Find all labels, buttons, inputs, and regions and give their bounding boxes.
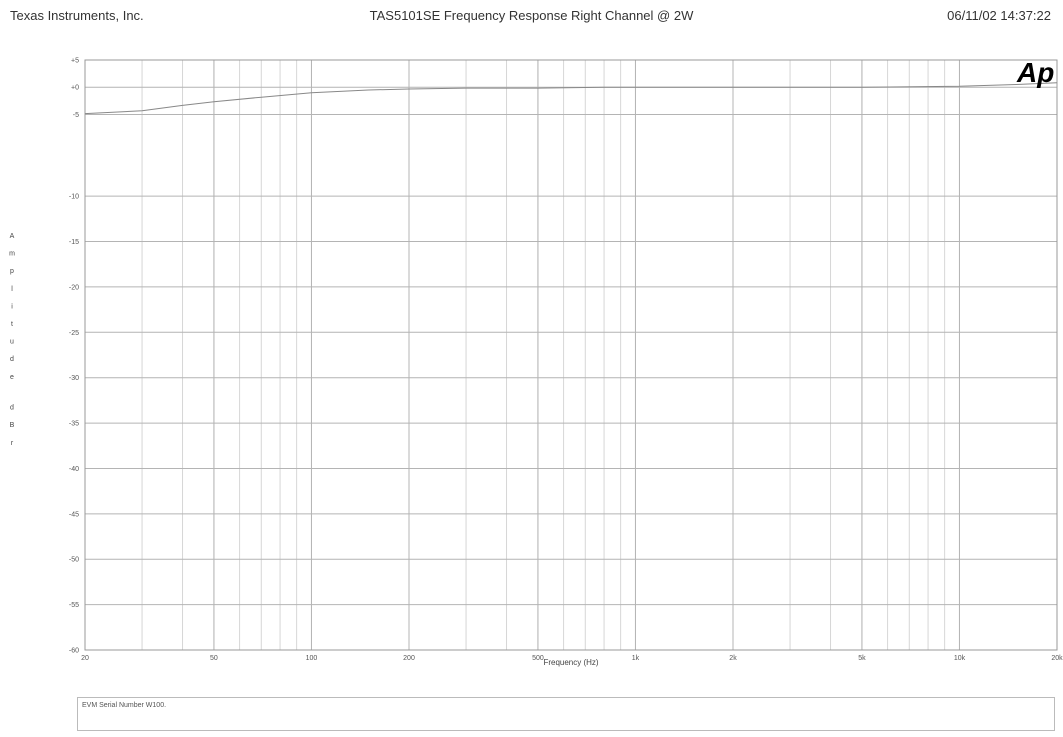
y-axis-label-char: t xyxy=(11,321,13,328)
x-tick-label: 5k xyxy=(858,655,866,662)
x-tick-label: 20 xyxy=(81,655,89,662)
y-axis-label: Am p l i t u d e d Br xyxy=(9,233,15,447)
x-tick-label: 10k xyxy=(954,655,966,662)
x-axis-label: Frequency (Hz) xyxy=(543,658,598,667)
x-tick-label: 50 xyxy=(210,655,218,662)
notes-box: EVM Serial Number W100. xyxy=(77,697,1055,731)
x-tick-label: 100 xyxy=(306,655,318,662)
y-tick-label: -10 xyxy=(69,194,79,201)
y-tick-label: -60 xyxy=(69,648,79,655)
x-tick-label: 200 xyxy=(403,655,415,662)
x-tick-label: 500 xyxy=(532,655,544,662)
y-tick-label: -55 xyxy=(69,602,79,609)
y-axis-label-char: B xyxy=(10,422,15,429)
y-tick-labels: +5 +0 -5 -10 -15 -20 -25 -30 -35 -40 -45 -50 -55 -60 xyxy=(69,58,79,655)
y-tick-label: -40 xyxy=(69,466,79,473)
grid-minor xyxy=(141,60,960,650)
y-axis-label-char: i xyxy=(11,303,13,310)
notes-text: EVM Serial Number W100. xyxy=(82,702,167,709)
y-tick-label: -5 xyxy=(73,112,79,119)
x-tick-label: 2k xyxy=(729,655,737,662)
y-axis-label-char: A xyxy=(10,233,15,240)
y-axis-label-char: d xyxy=(10,356,14,363)
chart-title: TAS5101SE Frequency Response Right Chann… xyxy=(369,8,694,23)
y-axis-label-char: r xyxy=(11,440,14,447)
x-tick-label: 20k xyxy=(1051,655,1063,662)
y-axis-label-char: d xyxy=(10,405,14,412)
ap-logo: Ap xyxy=(1016,57,1054,88)
y-tick-label: +5 xyxy=(71,58,79,65)
y-axis-label-char: m xyxy=(9,251,15,258)
x-tick-label: 1k xyxy=(632,655,640,662)
x-tick-labels: 20 50 100 200 500 1k 2k 5k 10k 20k xyxy=(81,655,1063,662)
y-tick-label: -35 xyxy=(69,421,79,428)
y-axis-label-char: u xyxy=(10,339,14,346)
header-datetime: 06/11/02 14:37:22 xyxy=(947,8,1051,23)
y-tick-label: -15 xyxy=(69,239,79,246)
y-tick-label: -45 xyxy=(69,511,79,518)
plot-frame xyxy=(84,59,1058,651)
y-tick-label: -30 xyxy=(69,375,79,382)
y-tick-label: +0 xyxy=(71,85,79,92)
header-company: Texas Instruments, Inc. xyxy=(10,8,144,23)
y-axis-label-char: l xyxy=(11,286,13,293)
y-tick-label: -50 xyxy=(69,557,79,564)
series-line xyxy=(84,82,1058,115)
frequency-response-chart: +5+0-5-10-15-20-25-30-35-40-45-50-55-60 … xyxy=(9,57,1063,667)
grid-major xyxy=(84,59,1058,651)
y-tick-label: -20 xyxy=(69,284,79,291)
y-axis-label-char: p xyxy=(10,268,14,275)
y-tick-label: -25 xyxy=(69,330,79,337)
y-axis-label-char: e xyxy=(10,374,14,381)
